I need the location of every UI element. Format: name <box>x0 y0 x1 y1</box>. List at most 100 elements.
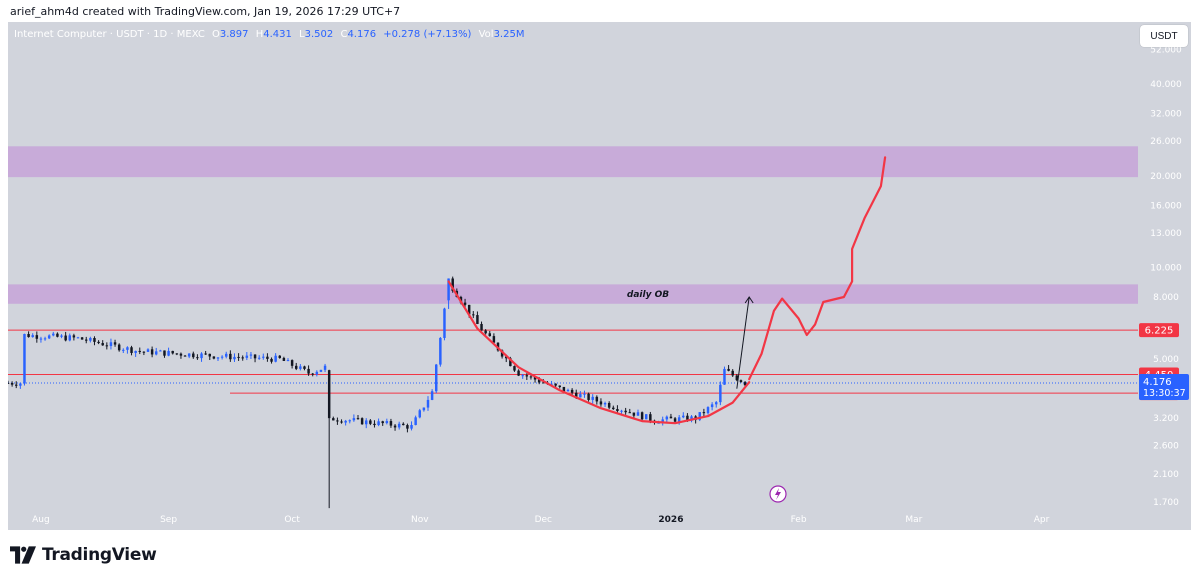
y-tick-label: 16.000 <box>1150 201 1182 211</box>
candle-body <box>542 382 545 384</box>
arrow-line <box>736 296 750 389</box>
price-tag-label: 6.225 <box>1145 326 1174 337</box>
candle-body <box>138 350 141 352</box>
candle-body <box>645 414 648 420</box>
candle-body <box>373 423 376 426</box>
candle-body <box>529 376 533 378</box>
x-tick-label: Apr <box>1034 515 1050 525</box>
y-tick-label: 1.700 <box>1153 498 1179 508</box>
candle-body <box>706 407 710 414</box>
chart-caption: arief_ahm4d created with TradingView.com… <box>10 5 401 18</box>
chart-canvas[interactable]: daily OB1.7002.1002.6003.2004.0005.0008.… <box>8 22 1191 530</box>
candle-body <box>698 412 701 420</box>
candle-body <box>616 409 619 412</box>
x-tick-label: Mar <box>905 515 922 525</box>
candle-body <box>377 421 380 426</box>
candle-body <box>447 278 450 301</box>
x-tick-label: Feb <box>791 515 807 525</box>
candle-body <box>472 314 475 316</box>
candle-body <box>665 416 669 420</box>
y-tick-label: 8.000 <box>1153 293 1179 303</box>
candle-body <box>488 333 491 337</box>
legend-volume: 3.25M <box>493 29 525 40</box>
candle-body <box>56 333 59 337</box>
candle-body <box>270 358 273 362</box>
candle-body <box>591 396 594 400</box>
candle-body <box>595 396 599 402</box>
candle-body <box>422 407 426 411</box>
candle-body <box>607 402 611 408</box>
legend-open-label: O <box>211 29 220 40</box>
candle-body <box>735 375 739 381</box>
candle-body <box>443 308 446 338</box>
legend-high-value: 4.431 <box>263 29 292 40</box>
legend-symbol: Internet Computer · USDT · 1D · MEXC <box>14 29 205 40</box>
candle-body <box>332 418 335 421</box>
candle-body <box>249 354 253 356</box>
candle-body <box>257 357 261 359</box>
lightning-icon <box>775 488 781 500</box>
candle-body <box>35 335 39 339</box>
candle-body <box>344 420 347 423</box>
candle-body <box>307 368 310 374</box>
legend-low-label: L <box>299 29 305 40</box>
brand-name: TradingView <box>42 545 157 565</box>
candle-body <box>39 338 43 340</box>
candle-body <box>640 412 644 420</box>
y-tick-label: 26.000 <box>1150 137 1182 147</box>
candle-body <box>171 350 174 354</box>
candle-body <box>109 342 113 346</box>
candle-body <box>352 418 356 421</box>
last-price-countdown: 13:30:37 <box>1143 388 1186 399</box>
candle-body <box>142 351 146 353</box>
candle-body <box>327 370 331 419</box>
candle-body <box>220 356 224 358</box>
candle-body <box>72 335 76 338</box>
candle-body <box>225 353 228 357</box>
candle-body <box>295 365 298 369</box>
candle-body <box>677 417 681 422</box>
candle-body <box>266 356 269 359</box>
candle-body <box>463 302 467 305</box>
candle-body <box>406 425 409 429</box>
candle-body <box>743 382 747 386</box>
candle-body <box>212 356 216 359</box>
chart-area[interactable]: daily OB1.7002.1002.6003.2004.0005.0008.… <box>8 22 1191 530</box>
candle-body <box>381 421 384 424</box>
candle-body <box>323 365 327 370</box>
candle-body <box>299 366 302 369</box>
candle-body <box>636 412 640 416</box>
candle-body <box>311 373 314 375</box>
candle-body <box>575 392 578 398</box>
candle-body <box>402 423 405 426</box>
candle-body <box>397 423 401 428</box>
candle-body <box>286 360 290 362</box>
candle-body <box>686 415 689 421</box>
candle-body <box>632 412 636 416</box>
candle-body <box>85 339 88 341</box>
candle-body <box>27 333 30 338</box>
candle-body <box>500 350 504 357</box>
arrow-head <box>744 296 754 304</box>
candle-body <box>620 410 623 412</box>
currency-button[interactable]: USDT <box>1140 25 1188 47</box>
candle-body <box>418 410 421 418</box>
candle-body <box>183 355 187 357</box>
tradingview-logo-icon <box>10 546 36 564</box>
candle-body <box>10 383 14 385</box>
candle-body <box>290 360 294 366</box>
last-price-tag <box>1139 373 1189 400</box>
candle-body <box>509 358 512 367</box>
candle-body <box>97 341 100 344</box>
last-price-label: 4.176 <box>1143 377 1172 388</box>
candle-body <box>669 416 673 419</box>
candle-body <box>113 342 117 345</box>
legend-open-value: 3.897 <box>219 29 249 40</box>
candle-body <box>554 383 557 386</box>
candle-body <box>393 425 397 428</box>
candle-body <box>492 336 496 343</box>
candle-body <box>126 347 129 350</box>
candle-body <box>31 335 34 338</box>
candle-body <box>47 335 51 339</box>
candle-body <box>583 393 586 395</box>
